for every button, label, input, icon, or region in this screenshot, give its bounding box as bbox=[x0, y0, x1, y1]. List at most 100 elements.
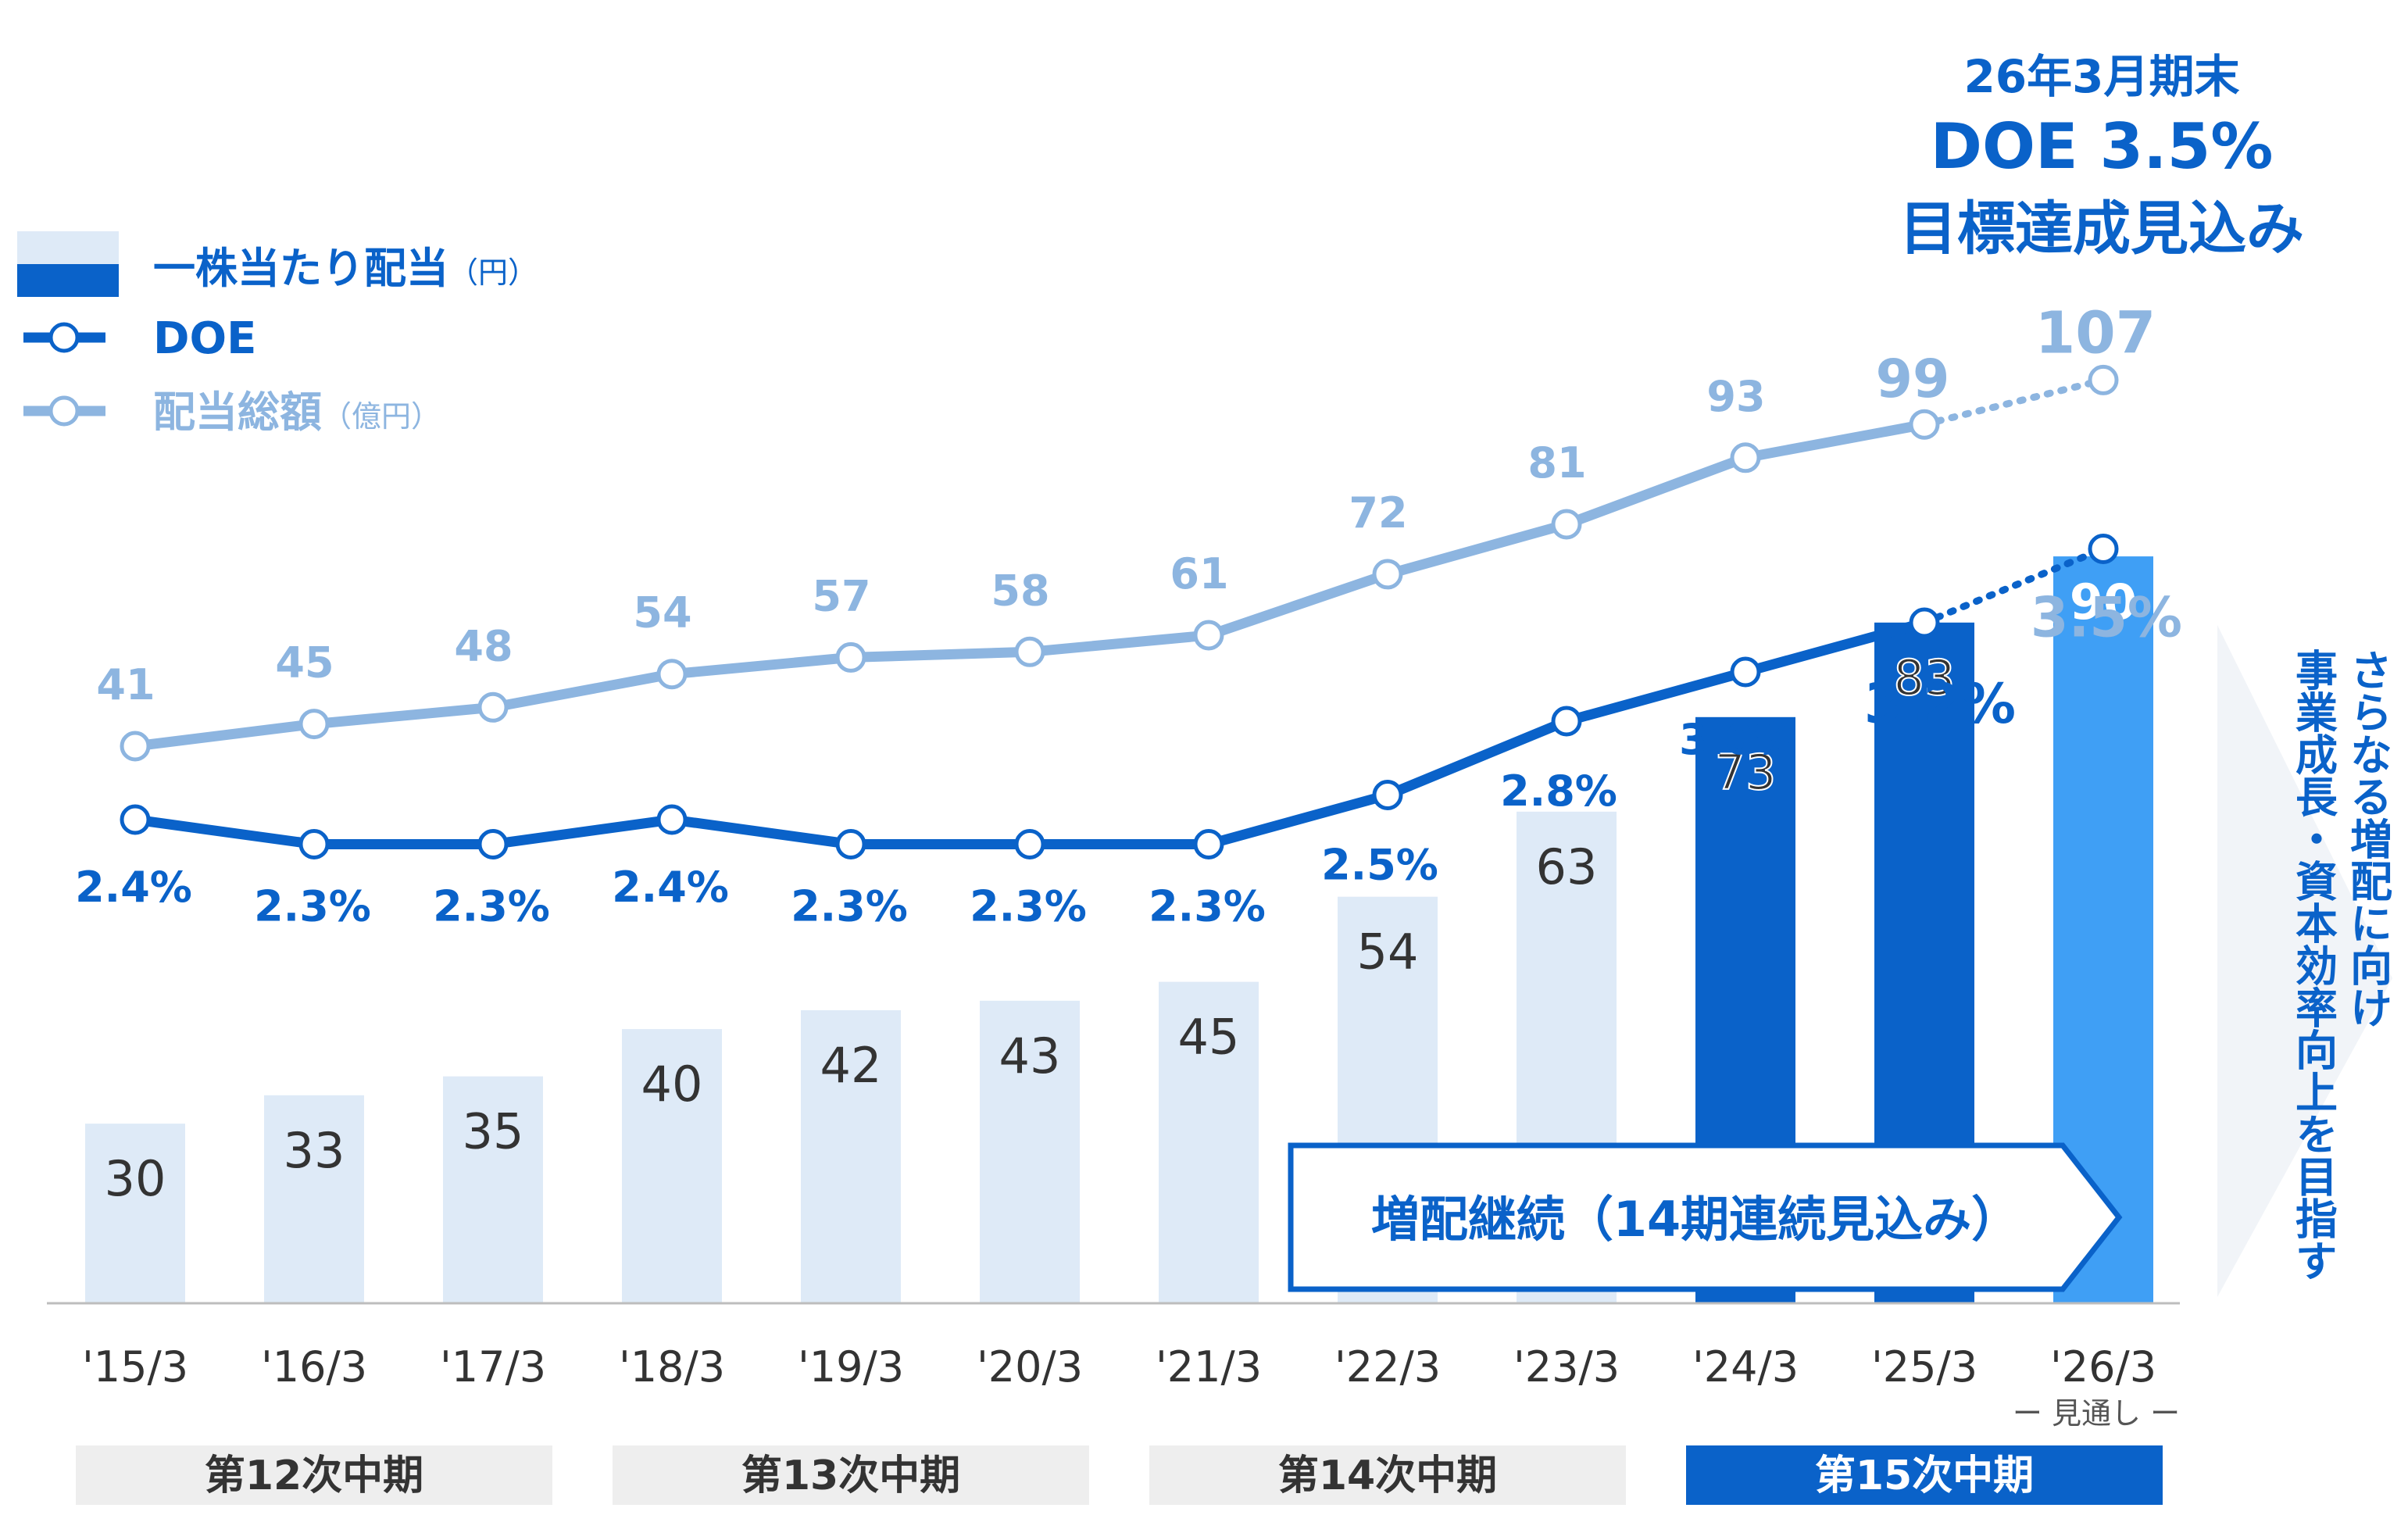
doe-value-label: 2.8% bbox=[1500, 766, 1617, 816]
doe-point-3 bbox=[656, 804, 688, 835]
total-point-3 bbox=[656, 659, 688, 690]
plan-label: 第12次中期 bbox=[205, 1452, 423, 1499]
total-value-label: 54 bbox=[633, 588, 691, 638]
mid-term-plans: 第12次中期 第13次中期 第14次中期 第15次中期 bbox=[76, 1445, 2163, 1505]
total-point-4 bbox=[835, 641, 866, 673]
doe-value-label: 2.4% bbox=[612, 863, 729, 912]
x-tick-label: '23/3 bbox=[1513, 1342, 1620, 1392]
total-point-5 bbox=[1014, 636, 1045, 667]
legend-bar-swatch-dark bbox=[17, 264, 119, 297]
total-point-6 bbox=[1193, 620, 1224, 651]
total-value-label: 41 bbox=[96, 660, 155, 709]
x-tick-label: '20/3 bbox=[977, 1342, 1083, 1392]
doe-value-label: 3.2% bbox=[1864, 672, 2016, 736]
total-value-label: 48 bbox=[454, 621, 513, 670]
doe-point-0 bbox=[120, 804, 151, 835]
bar-value-label: 40 bbox=[641, 1056, 703, 1113]
doe-line-series: 2.4% 2.3% 2.3% 2.4% 2.3% 2.3% 2.3% 2.5% 2.8% 3.0%… bbox=[75, 534, 2182, 931]
doe-value-label: 2.3% bbox=[1149, 882, 1266, 931]
doe-value-label: 2.5% bbox=[1321, 841, 1438, 890]
bar-2 bbox=[443, 1076, 543, 1303]
bar-value-label: 33 bbox=[284, 1122, 345, 1179]
x-tick-label: '24/3 bbox=[1692, 1342, 1799, 1392]
doe-point-1 bbox=[298, 829, 330, 859]
total-point-10 bbox=[1909, 409, 1940, 440]
side-arrow-text-2: 事業成長・資本効率向上を目指す bbox=[2288, 649, 2338, 1281]
doe-point-5 bbox=[1014, 829, 1045, 859]
legend-doe-label: DOE bbox=[153, 313, 256, 364]
total-point-7 bbox=[1372, 559, 1403, 590]
bar-value-label: 43 bbox=[999, 1027, 1061, 1084]
doe-value-label: 2.3% bbox=[254, 882, 371, 931]
bar-value-label: 73 bbox=[1715, 744, 1777, 801]
x-tick-label: '25/3 bbox=[1871, 1342, 1977, 1392]
bar-value-label: 45 bbox=[1178, 1009, 1240, 1066]
side-arrow: さらなる増配に向け 事業成長・資本効率向上を目指す bbox=[2217, 625, 2392, 1297]
x-tick-label: '15/3 bbox=[82, 1342, 188, 1392]
headline-line2: DOE 3.5% bbox=[1931, 110, 2274, 183]
doe-point-10 bbox=[1909, 607, 1940, 638]
total-value-label: 99 bbox=[1876, 348, 1950, 410]
total-value-label: 72 bbox=[1349, 488, 1407, 538]
doe-point-9 bbox=[1730, 656, 1761, 688]
headline-line3: 目標達成見込み bbox=[1899, 195, 2304, 263]
legend-total-marker bbox=[48, 395, 80, 427]
doe-value-label: 3.5% bbox=[2031, 586, 2182, 650]
side-arrow-text-1: さらなる増配に向け bbox=[2343, 649, 2392, 1028]
total-value-label: 58 bbox=[991, 566, 1049, 615]
x-tick-label: '18/3 bbox=[619, 1342, 725, 1392]
total-value-label: 93 bbox=[1706, 372, 1765, 421]
plan-band-2 bbox=[1149, 1445, 1626, 1505]
legend: 一株当たり配当（円） DOE 配当総額（億円） bbox=[17, 231, 538, 437]
plan-label: 第15次中期 bbox=[1815, 1452, 2034, 1499]
doe-value-label: 2.3% bbox=[791, 882, 908, 931]
growth-banner-text: 増配継続（14期連続見込み） bbox=[1371, 1191, 2020, 1248]
bar-1 bbox=[264, 1095, 364, 1303]
total-value-label: 107 bbox=[2035, 299, 2156, 366]
bar-value-label: 35 bbox=[463, 1103, 524, 1160]
plan-band-0 bbox=[76, 1445, 552, 1505]
doe-point-11 bbox=[2088, 534, 2119, 564]
plan-band-3 bbox=[1686, 1445, 2163, 1505]
total-line-series: 41 45 48 54 57 58 61 72 81 93 99 107 bbox=[96, 299, 2156, 762]
total-forecast-line bbox=[1920, 376, 2107, 428]
bar-5 bbox=[980, 1000, 1080, 1303]
headline-line1: 26年3月期末 bbox=[1963, 50, 2239, 103]
bar-value-label: 42 bbox=[820, 1037, 882, 1094]
plan-band-1 bbox=[613, 1445, 1089, 1505]
total-value-label: 61 bbox=[1170, 549, 1228, 598]
legend-total-text: 配当総額 bbox=[153, 388, 322, 437]
doe-forecast-line bbox=[1920, 545, 2107, 627]
legend-doe-marker bbox=[48, 322, 80, 353]
doe-point-2 bbox=[477, 829, 509, 859]
doe-value-label: 2.3% bbox=[433, 882, 550, 931]
total-point-9 bbox=[1730, 442, 1761, 473]
x-tick-label: '16/3 bbox=[261, 1342, 367, 1392]
doe-value-label: 2.4% bbox=[75, 863, 192, 912]
total-point-0 bbox=[120, 731, 151, 762]
legend-dividend-unit: （円） bbox=[448, 255, 538, 290]
x-axis-ticks: '15/3 '16/3 '17/3 '18/3 '19/3 '20/3 '21/3 '22/3… bbox=[82, 1342, 2156, 1392]
bar-value-label: 83 bbox=[1894, 649, 1956, 706]
total-value-label: 45 bbox=[275, 638, 334, 688]
plan-label: 第13次中期 bbox=[741, 1452, 960, 1499]
doe-point-8 bbox=[1551, 706, 1582, 737]
bar-value-label: 63 bbox=[1536, 838, 1598, 895]
x-tick-label: '26/3 bbox=[2050, 1342, 2156, 1392]
total-value-label: 57 bbox=[812, 571, 870, 620]
bar-0 bbox=[85, 1124, 185, 1303]
legend-total-label: 配当総額（億円） bbox=[153, 388, 441, 437]
total-point-8 bbox=[1551, 509, 1582, 540]
side-arrow-shape bbox=[2217, 625, 2392, 1297]
bar-value-label: 54 bbox=[1357, 924, 1419, 981]
doe-value-label: 2.3% bbox=[970, 882, 1087, 931]
doe-point-6 bbox=[1193, 829, 1224, 859]
total-point-11 bbox=[2088, 364, 2119, 395]
x-tick-label: '19/3 bbox=[798, 1342, 904, 1392]
legend-dividend-text: 一株当たり配当 bbox=[153, 244, 448, 293]
plan-label: 第14次中期 bbox=[1278, 1452, 1497, 1499]
bar-value-label: 30 bbox=[105, 1150, 166, 1207]
growth-banner-shape bbox=[1288, 1142, 2123, 1292]
x-tick-label: '21/3 bbox=[1156, 1342, 1262, 1392]
